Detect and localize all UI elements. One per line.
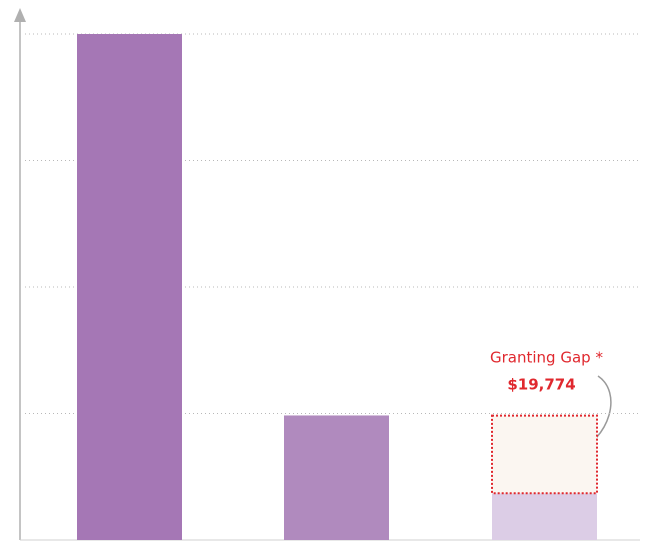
bar (492, 493, 597, 540)
gap-segment (491, 414, 598, 495)
y-axis-arrow (14, 8, 26, 22)
bar (284, 415, 389, 540)
bar (77, 34, 182, 540)
annotation-value: $19,774 (507, 376, 575, 394)
annotation-label: Granting Gap * (490, 349, 603, 367)
